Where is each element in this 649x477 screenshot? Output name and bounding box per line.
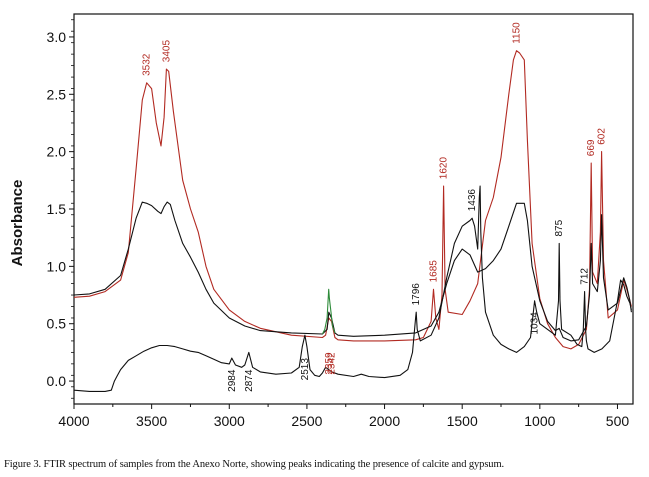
peak-label-1796: 1796: [411, 283, 422, 306]
y-tick-label: 2.0: [47, 144, 67, 160]
series-line-3: [73, 185, 632, 392]
series-line-1: [73, 50, 632, 350]
y-tick-label: 1.5: [47, 201, 67, 217]
y-tick-label: 1.0: [47, 258, 67, 274]
y-tick-label: 2.5: [47, 86, 67, 102]
peak-label-2984: 2984: [227, 369, 238, 392]
peak-label-3405: 3405: [161, 40, 172, 63]
x-tick-label: 3000: [214, 413, 245, 429]
y-axis-title: Absorbance: [9, 180, 26, 267]
peak-label-1436: 1436: [467, 189, 478, 212]
peak-label-875: 875: [554, 219, 565, 236]
peak-label-669: 669: [586, 139, 597, 156]
peak-label-602: 602: [597, 128, 608, 145]
peak-label-1034: 1034: [530, 312, 541, 335]
series-line-2: [73, 201, 632, 342]
x-tick-label: 1000: [524, 413, 555, 429]
series-line-4: [321, 288, 336, 335]
figure-caption: Figure 3. FTIR spectrum of samples from …: [4, 459, 505, 470]
peak-label-1150: 1150: [512, 22, 523, 44]
peak-label-2342: 2342: [327, 352, 338, 375]
x-tick-label: 4000: [58, 413, 89, 429]
peak-label-2874: 2874: [244, 369, 255, 392]
y-tick-label: 3.0: [47, 29, 67, 45]
y-tick-label: 0.5: [47, 316, 67, 332]
x-tick-label: 500: [606, 413, 630, 429]
peak-label-2359: 2359: [324, 352, 335, 375]
chart-axes: 4000 3500 3000 2500 2000 1500 1000 500 0.0 0.5 1.0…: [47, 13, 634, 429]
x-tick-label: 3500: [136, 413, 167, 429]
x-tick-label: 2500: [291, 413, 322, 429]
peak-label-2513: 2513: [300, 358, 311, 381]
y-tick-label: 0.0: [47, 373, 67, 389]
peak-label-712: 712: [580, 268, 591, 285]
chart-series: [73, 50, 632, 392]
x-tick-label: 2000: [369, 413, 400, 429]
x-tick-label: 1500: [447, 413, 478, 429]
peak-label-1620: 1620: [439, 157, 450, 180]
peak-label-1685: 1685: [429, 260, 440, 283]
peak-label-3532: 3532: [142, 53, 153, 76]
